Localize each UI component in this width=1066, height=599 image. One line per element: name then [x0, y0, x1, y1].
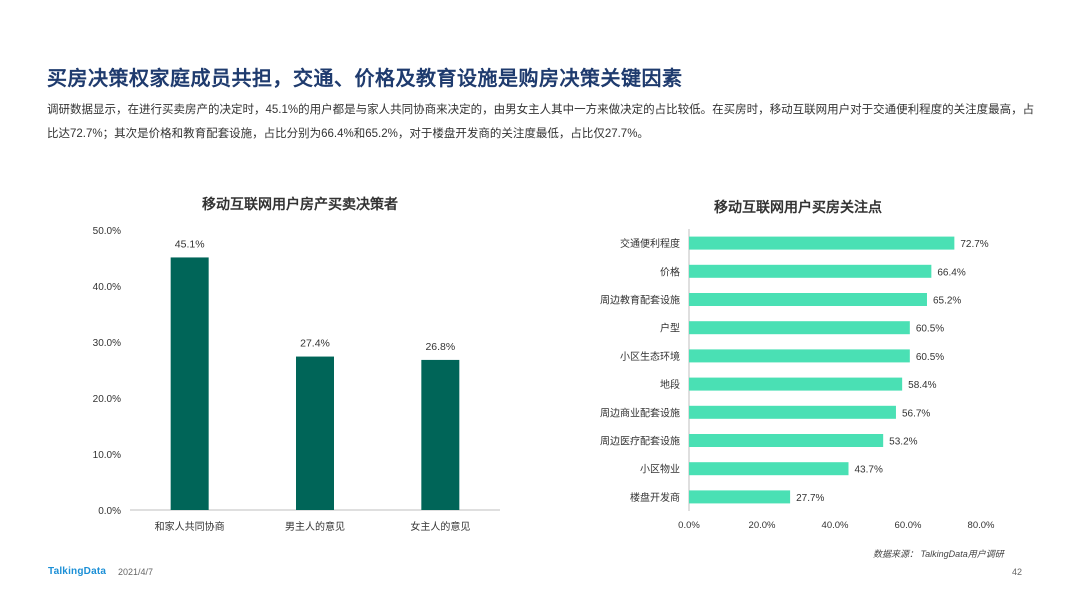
bar-value-label: 66.4% [937, 267, 965, 278]
bar-value-label: 27.4% [300, 338, 330, 350]
bar [421, 359, 460, 510]
bar [689, 490, 791, 504]
x-tick-label: 40.0% [822, 520, 849, 531]
page-description: 调研数据显示，在进行买卖房产的决定时，45.1%的用户都是与家人共同协商来决定的… [47, 104, 1035, 140]
bar-value-label: 72.7% [960, 239, 988, 250]
bar [689, 293, 927, 306]
bar-value-label: 60.5% [916, 324, 944, 335]
bar-value-label: 60.5% [916, 352, 944, 363]
bar [689, 377, 903, 391]
y-tick-label: 20.0% [93, 394, 121, 405]
y-tick-label: 0.0% [98, 506, 121, 517]
bar-value-label: 26.8% [425, 341, 455, 353]
x-tick-label: 80.0% [968, 520, 995, 531]
bar-value-label: 65.2% [933, 296, 961, 307]
x-tick-label: 20.0% [749, 520, 776, 531]
bar [296, 356, 334, 510]
category-label: 交通便利程度 [620, 237, 680, 250]
y-tick-label: 30.0% [93, 338, 121, 349]
category-label: 周边教育配套设施 [600, 294, 680, 307]
category-label: 周边商业配套设施 [600, 406, 680, 419]
category-label: 和家人共同协商 [155, 520, 225, 533]
bar [170, 257, 209, 510]
category-label: 小区物业 [640, 463, 680, 476]
page-title: 买房决策权家庭成员共担，交通、价格及教育设施是购房决策关键因素 [47, 68, 683, 90]
talkingdata-logo: TalkingData [48, 566, 107, 577]
bar [689, 405, 896, 419]
bar-value-label: 58.4% [908, 380, 936, 391]
bar [689, 264, 932, 278]
category-label: 地段 [660, 378, 680, 391]
right-chart-title: 移动互联网用户买房关注点 [714, 199, 882, 215]
y-tick-label: 40.0% [93, 282, 121, 293]
x-tick-label: 60.0% [895, 520, 922, 531]
y-tick-label: 10.0% [93, 450, 121, 461]
bar [689, 236, 955, 250]
bar-value-label: 45.1% [175, 238, 205, 250]
bar-value-label: 53.2% [889, 437, 917, 448]
page-number: 42 [1012, 567, 1023, 577]
bar-value-label: 56.7% [902, 408, 930, 419]
bar-value-label: 43.7% [855, 465, 883, 476]
category-label: 户型 [660, 322, 680, 335]
category-label: 小区生态环境 [620, 350, 680, 363]
left-chart-title: 移动互联网用户房产买卖决策者 [202, 196, 398, 212]
category-label: 男主人的意见 [285, 520, 345, 533]
bar [689, 349, 910, 363]
category-label: 楼盘开发商 [630, 491, 680, 504]
category-label: 价格 [660, 265, 680, 278]
bar [689, 321, 910, 335]
x-tick-label: 0.0% [678, 520, 700, 531]
bar-value-label: 27.7% [796, 493, 824, 504]
y-tick-label: 50.0% [93, 226, 121, 237]
data-source: 数据来源： TalkingData用户调研 [873, 549, 1004, 559]
category-label: 女主人的意见 [410, 520, 470, 533]
footer-date: 2021/4/7 [118, 567, 154, 577]
category-label: 周边医疗配套设施 [600, 435, 680, 448]
bar [689, 434, 884, 447]
bar [689, 462, 849, 476]
